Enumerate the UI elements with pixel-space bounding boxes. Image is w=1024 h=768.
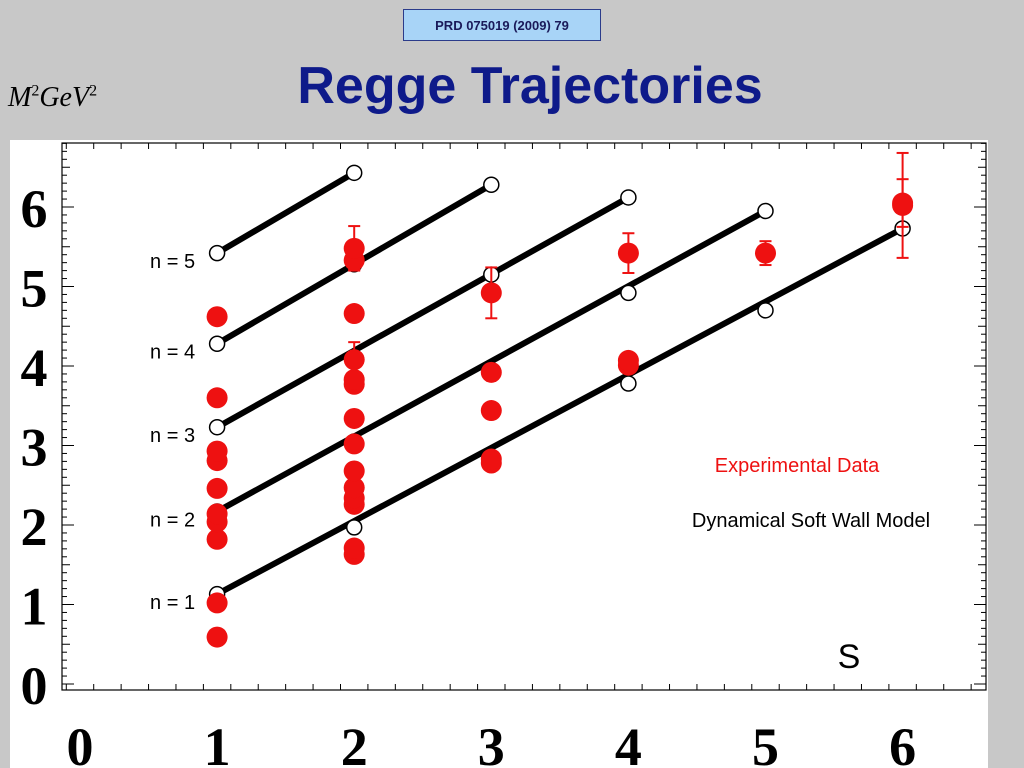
experimental-point	[618, 243, 639, 264]
experimental-point	[481, 400, 502, 421]
trajectory-label: n = 5	[150, 251, 195, 273]
x-tick-label: 5	[752, 717, 779, 768]
experimental-point	[207, 627, 228, 648]
experimental-point	[207, 306, 228, 327]
model-point	[621, 376, 636, 391]
plot-frame	[62, 143, 986, 690]
experimental-point	[207, 478, 228, 499]
model-point	[621, 190, 636, 205]
experimental-point	[207, 503, 228, 524]
model-point	[210, 420, 225, 435]
x-tick-label: 0	[67, 717, 94, 768]
y-tick-label: 1	[21, 577, 48, 637]
x-tick-label: 4	[615, 717, 642, 768]
model-point	[347, 165, 362, 180]
experimental-point	[344, 538, 365, 559]
model-point	[621, 285, 636, 300]
experimental-point	[344, 238, 365, 259]
y-tick-label: 6	[21, 179, 48, 239]
y-tick-label: 0	[21, 656, 48, 716]
model-point	[758, 303, 773, 318]
trajectory-label: n = 3	[150, 425, 195, 447]
experimental-point	[344, 433, 365, 454]
trajectory-label: n = 4	[150, 342, 195, 364]
trajectory-label: n = 2	[150, 509, 195, 531]
experimental-point	[344, 408, 365, 429]
y-tick-label: 4	[21, 338, 48, 398]
experimental-point	[481, 282, 502, 303]
legend-model-label: Dynamical Soft Wall Model	[692, 510, 930, 532]
experimental-point	[892, 193, 913, 214]
experimental-point	[344, 369, 365, 390]
experimental-point	[344, 349, 365, 370]
model-point	[210, 246, 225, 261]
trajectory-label: n = 1	[150, 592, 195, 614]
experimental-point	[755, 243, 776, 264]
experimental-point	[207, 441, 228, 462]
experimental-point	[207, 387, 228, 408]
x-tick-label: 3	[478, 717, 505, 768]
x-tick-label: 6	[889, 717, 916, 768]
legend-experimental-label: Experimental Data	[715, 455, 880, 477]
y-tick-label: 2	[21, 497, 48, 557]
experimental-point	[207, 592, 228, 613]
model-point	[484, 177, 499, 192]
experimental-point	[344, 303, 365, 324]
model-trajectory-line	[217, 197, 628, 427]
experimental-point	[344, 460, 365, 481]
model-trajectory-line	[217, 173, 354, 253]
y-tick-label: 3	[21, 418, 48, 478]
x-axis-label: S	[838, 638, 861, 676]
experimental-point	[481, 449, 502, 470]
experimental-point	[481, 362, 502, 383]
x-tick-label: 2	[341, 717, 368, 768]
model-point	[210, 336, 225, 351]
model-point	[758, 203, 773, 218]
experimental-point	[618, 350, 639, 371]
x-tick-label: 1	[204, 717, 231, 768]
model-point	[347, 520, 362, 535]
y-tick-label: 5	[21, 259, 48, 319]
